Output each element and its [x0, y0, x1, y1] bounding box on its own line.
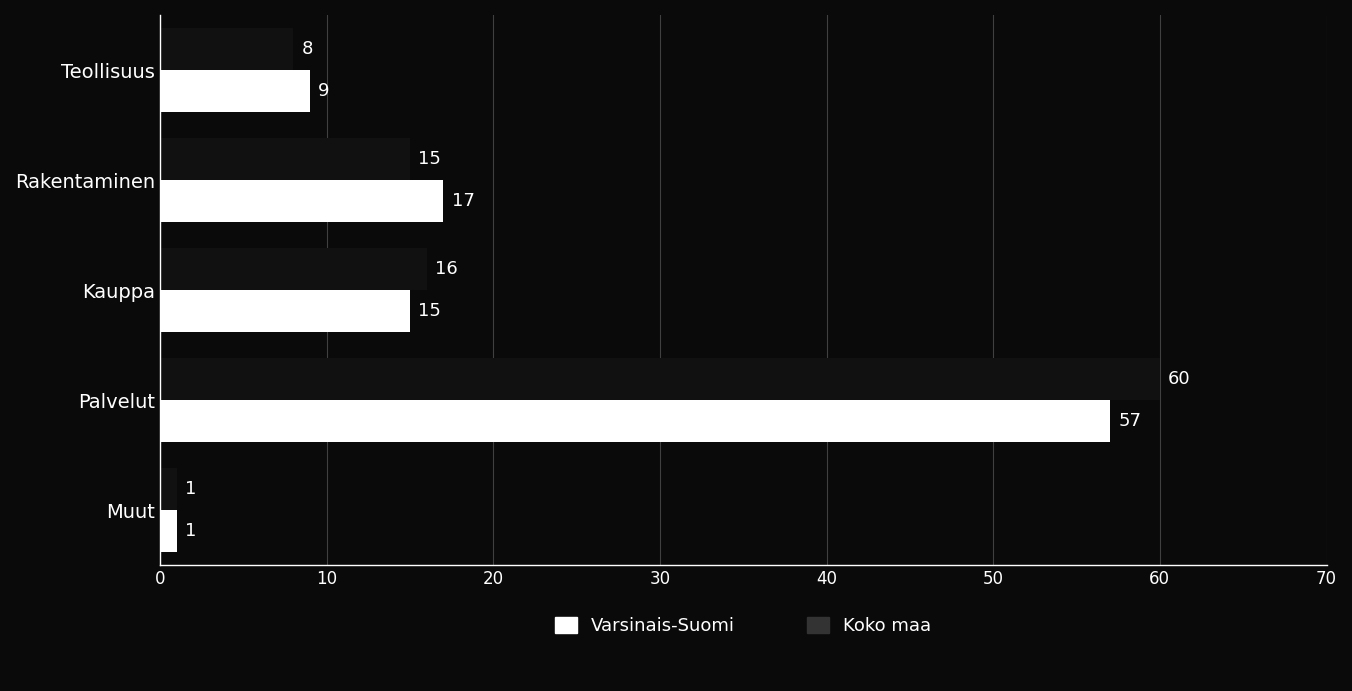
Text: 9: 9: [318, 82, 330, 100]
Bar: [160, 138, 410, 180]
Text: 60: 60: [1168, 370, 1191, 388]
Bar: [160, 290, 410, 332]
Text: 57: 57: [1118, 412, 1141, 430]
Bar: [160, 180, 443, 222]
Text: 16: 16: [435, 261, 458, 278]
Text: 17: 17: [452, 192, 475, 210]
Bar: [160, 28, 293, 70]
Text: 15: 15: [418, 150, 441, 168]
Text: 15: 15: [418, 302, 441, 320]
Text: 1: 1: [185, 522, 196, 540]
Text: 1: 1: [185, 480, 196, 498]
Legend: Varsinais-Suomi, Koko maa: Varsinais-Suomi, Koko maa: [546, 608, 941, 645]
Text: 8: 8: [301, 40, 314, 58]
Bar: [160, 400, 1110, 442]
Bar: [160, 511, 177, 552]
Bar: [160, 70, 310, 112]
Bar: [160, 248, 427, 290]
Bar: [160, 359, 1160, 400]
Bar: [160, 468, 177, 511]
